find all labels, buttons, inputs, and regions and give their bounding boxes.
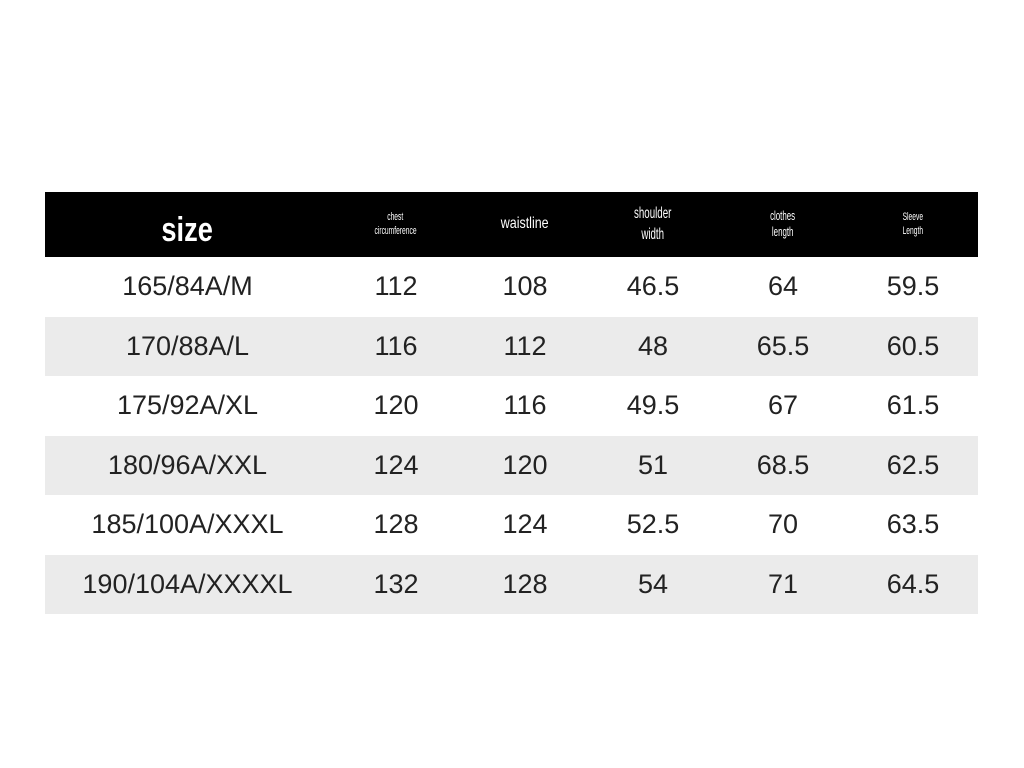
- table-body: 165/84A/M 112 108 46.5 64 59.5 170/88A/L 116 112…: [45, 257, 978, 614]
- header-size: size: [45, 192, 330, 257]
- header-waistline: waistline: [462, 192, 588, 257]
- header-line1: shoulder: [634, 204, 672, 222]
- header-sleeve-length: Sleeve Length: [848, 192, 978, 257]
- table-cell: 128: [462, 554, 588, 614]
- table-cell: 62.5: [848, 435, 978, 495]
- header-line2: width: [641, 225, 665, 243]
- table-cell: 70: [767, 509, 799, 540]
- table-cell: 175/92A/XL: [116, 390, 259, 421]
- header-label: chest circumference: [369, 210, 423, 239]
- table-cell: 112: [374, 271, 418, 302]
- header-label: Sleeve Length: [900, 210, 926, 239]
- table-cell: 108: [502, 271, 548, 302]
- table-cell: 51: [588, 435, 718, 495]
- table-cell: 68.5: [718, 435, 848, 495]
- header-line2: length: [772, 224, 794, 240]
- table-cell: 185/100A/XXXL: [91, 509, 284, 540]
- table-cell: 60.5: [848, 316, 978, 376]
- table-cell: 64.5: [848, 554, 978, 614]
- table-row: 175/92A/XL 120 116 49.5 67 61.5: [45, 376, 978, 436]
- table-cell: 190/104A/XXXXL: [45, 554, 330, 614]
- table-cell: 71: [718, 554, 848, 614]
- header-label: clothes length: [767, 208, 799, 242]
- header-line1: Sleeve: [902, 210, 924, 223]
- table-cell: 112: [462, 316, 588, 376]
- table-cell: 120: [462, 435, 588, 495]
- table-cell: 124: [330, 435, 462, 495]
- header-line1: chest: [387, 210, 404, 223]
- table-row: 170/88A/L 116 112 48 65.5 60.5: [45, 316, 978, 376]
- header-label: waistline: [501, 215, 549, 233]
- table-cell: 64: [767, 271, 799, 302]
- table-cell: 120: [373, 390, 419, 421]
- table-cell: 180/96A/XXL: [45, 435, 330, 495]
- header-chest: chest circumference: [330, 192, 462, 257]
- table-cell: 170/88A/L: [45, 316, 330, 376]
- table-row: 185/100A/XXXL 128 124 52.5 70 63.5: [45, 495, 978, 555]
- table-cell: 48: [588, 316, 718, 376]
- size-chart-table: size chest circumference waistline should…: [45, 192, 978, 614]
- header-clothes-length: clothes length: [718, 192, 848, 257]
- header-line2: Length: [902, 225, 924, 238]
- table-cell: 67: [767, 390, 799, 421]
- header-line1: clothes: [770, 207, 796, 223]
- table-cell: 116: [503, 390, 547, 421]
- table-cell: 132: [330, 554, 462, 614]
- table-cell: 63.5: [886, 509, 940, 540]
- header-label: size: [161, 211, 214, 250]
- table-cell: 52.5: [626, 509, 680, 540]
- header-label: shoulder width: [629, 204, 677, 246]
- table-cell: 49.5: [626, 390, 680, 421]
- header-shoulder: shoulder width: [588, 192, 718, 257]
- header-row: size chest circumference waistline should…: [45, 192, 978, 257]
- table-row: 165/84A/M 112 108 46.5 64 59.5: [45, 257, 978, 317]
- table-row: 190/104A/XXXXL 132 128 54 71 64.5: [45, 554, 978, 614]
- header-line2: circumference: [374, 225, 418, 238]
- table-cell: 54: [588, 554, 718, 614]
- table-cell: 165/84A/M: [122, 271, 253, 302]
- table-cell: 65.5: [718, 316, 848, 376]
- table-cell: 116: [330, 316, 462, 376]
- table-cell: 128: [373, 509, 419, 540]
- table-cell: 46.5: [626, 271, 680, 302]
- table-cell: 61.5: [886, 390, 940, 421]
- table-row: 180/96A/XXL 124 120 51 68.5 62.5: [45, 435, 978, 495]
- table-cell: 59.5: [886, 271, 940, 302]
- table-cell: 124: [502, 509, 548, 540]
